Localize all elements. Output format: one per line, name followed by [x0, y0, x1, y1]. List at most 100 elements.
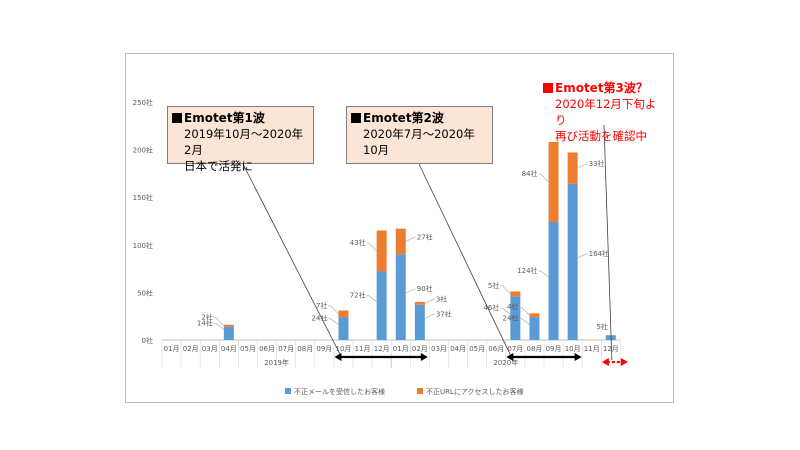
bar-segment-21 — [548, 221, 559, 340]
callout-wave1: Emotet第1波 2019年10月～2020年2月 日本で活発に — [167, 106, 314, 173]
callout-wave2-pointer — [418, 163, 512, 358]
y-tick-label: 0社 — [142, 336, 153, 345]
x-tick-label: 12月 — [603, 345, 619, 353]
data-label: 14社 — [197, 318, 213, 327]
legend-label-received: 不正メールを受信したお客様 — [294, 387, 385, 396]
x-tick-label: 05月 — [240, 345, 256, 353]
x-tick-label: 01月 — [393, 345, 409, 353]
leader-line — [405, 237, 416, 242]
wave3-period-arrow-head-left — [601, 358, 609, 366]
x-tick-label: 10月 — [335, 345, 351, 353]
leader-line — [328, 318, 339, 325]
x-tick-label: 07月 — [278, 345, 294, 353]
leader-line — [366, 242, 377, 252]
bar-segment-10-top — [338, 310, 349, 318]
wave3-period-arrow-head-right — [620, 358, 628, 366]
x-tick-label: 06月 — [259, 345, 275, 353]
bar-segment-4 — [223, 326, 234, 340]
leader-line — [424, 299, 435, 304]
square-bullet-icon — [543, 83, 553, 93]
callout-wave1-title: Emotet第1波 — [184, 111, 265, 125]
x-tick-label: 10月 — [565, 345, 581, 353]
x-tick-label: 09月 — [316, 345, 332, 353]
x-tick-label: 03月 — [202, 345, 218, 353]
data-label: 5社 — [488, 281, 499, 290]
x-tick-label: 01月 — [164, 345, 180, 353]
callout-wave3-title-row: Emotet第3波？ — [543, 80, 667, 96]
data-label: 72社 — [350, 291, 366, 300]
bar-segment-13 — [395, 254, 406, 340]
legend-swatch-received — [285, 388, 291, 394]
leader-line — [519, 318, 530, 325]
data-label: 37社 — [436, 309, 452, 318]
x-tick-label: 11月 — [584, 345, 600, 353]
legend-swatch-accessed — [417, 388, 423, 394]
data-label: 90社 — [417, 284, 433, 293]
callout-wave2: Emotet第2波 2020年7月～2020年10月 — [346, 106, 493, 164]
data-label: 27社 — [417, 232, 433, 241]
bar-segment-19 — [510, 296, 521, 340]
data-label: 43社 — [350, 238, 366, 247]
bar-segment-19-top — [510, 291, 521, 297]
square-bullet-icon — [172, 113, 182, 123]
leader-line — [538, 173, 549, 183]
leader-line — [577, 163, 588, 169]
callout-wave2-title-row: Emotet第2波 — [351, 110, 488, 126]
leader-line — [538, 270, 549, 278]
callout-wave3-period: 2020年12月下旬より — [555, 97, 657, 127]
wave2-period-arrow-head-right — [574, 353, 582, 361]
leader-line — [424, 314, 435, 319]
x-tick-label: 11月 — [355, 345, 371, 353]
y-tick-label: 250社 — [133, 98, 153, 107]
bar-segment-13-top — [395, 228, 406, 255]
data-label: 2社 — [201, 313, 212, 322]
wave1-period-arrow-head-left — [334, 353, 342, 361]
bar-segment-14-top — [414, 301, 425, 305]
x-tick-label: 12月 — [374, 345, 390, 353]
callout-wave3: Emotet第3波？ 2020年12月下旬より 再び活動を確認中 — [540, 79, 670, 143]
x-tick-label: 02月 — [183, 345, 199, 353]
data-label: 3社 — [436, 294, 447, 303]
square-bullet-icon — [351, 113, 361, 123]
data-label: 7社 — [316, 301, 327, 310]
data-label: 24社 — [503, 314, 519, 323]
bar-segment-22-top — [567, 152, 578, 184]
callout-wave3-note: 再び活動を確認中 — [555, 129, 647, 143]
leader-line — [366, 295, 377, 302]
x-tick-label: 03月 — [431, 345, 447, 353]
y-tick-label: 50社 — [137, 288, 153, 297]
leader-line — [519, 306, 530, 316]
legend-label-accessed: 不正URLにアクセスしたお客様 — [426, 387, 524, 396]
bar-segment-4-top — [223, 324, 234, 327]
callout-wave1-note: 日本で活発に — [184, 159, 253, 173]
wave2-period-arrow-head-left — [506, 353, 514, 361]
wave1-period-arrow-head-right — [420, 353, 428, 361]
data-label: 84社 — [522, 169, 538, 178]
x-tick-label: 08月 — [526, 345, 542, 353]
bar-segment-12 — [376, 271, 387, 340]
leader-line — [405, 288, 416, 294]
bar-segment-10 — [338, 317, 349, 340]
x-tick-label: 04月 — [221, 345, 237, 353]
callout-wave2-title: Emotet第2波 — [363, 111, 444, 125]
data-label: 46社 — [483, 303, 499, 312]
bar-segment-21-top — [548, 141, 559, 222]
x-tick-label: 07月 — [507, 345, 523, 353]
leader-line — [213, 317, 225, 326]
x-tick-label: 02月 — [412, 345, 428, 353]
x-tick-label: 04月 — [450, 345, 466, 353]
data-label: 124社 — [517, 266, 537, 275]
leader-line — [500, 285, 511, 295]
y-tick-label: 100社 — [133, 241, 153, 250]
callout-wave1-pointer — [242, 163, 342, 358]
callout-wave1-title-row: Emotet第1波 — [172, 110, 309, 126]
y-tick-label: 200社 — [133, 146, 153, 155]
bar-segment-20-top — [529, 313, 540, 318]
leader-line — [328, 305, 339, 315]
data-label: 4社 — [507, 302, 518, 311]
bar-segment-22 — [567, 183, 578, 340]
leader-line — [577, 253, 588, 259]
data-label: 5社 — [596, 322, 607, 331]
callout-wave2-period: 2020年7月～2020年10月 — [363, 127, 475, 157]
